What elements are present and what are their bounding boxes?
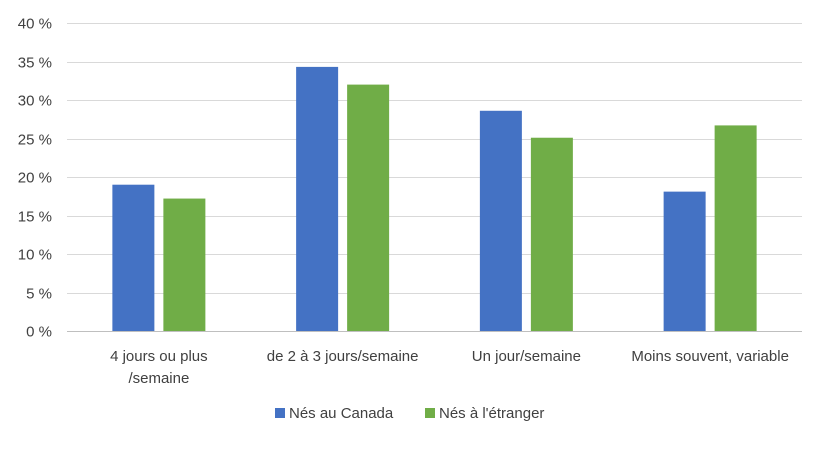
y-axis-tick-labels: 0 % 5 % 10 % 15 % 20 % 25 % 30 % 35 % 40 % [18, 16, 52, 341]
legend-swatch [275, 408, 285, 418]
y-tick-label: 15 % [18, 209, 52, 226]
x-category-label: /semaine [128, 370, 189, 387]
y-tick-label: 25 % [18, 132, 52, 149]
bar-etranger-3 [714, 125, 757, 331]
legend-label: Nés à l'étranger [439, 405, 544, 422]
bar-canada-0 [112, 184, 155, 331]
y-tick-label: 20 % [18, 170, 52, 187]
legend-label: Nés au Canada [289, 405, 394, 422]
legend-swatch [425, 408, 435, 418]
y-tick-label: 40 % [18, 16, 52, 33]
x-category-label: Un jour/semaine [472, 348, 581, 365]
bar-canada-2 [479, 110, 522, 331]
x-category-label: 4 jours ou plus [110, 348, 208, 365]
bar-etranger-2 [530, 137, 573, 331]
x-category-label: Moins souvent, variable [631, 348, 789, 365]
x-category-label: de 2 à 3 jours/semaine [267, 348, 419, 365]
y-tick-label: 30 % [18, 93, 52, 110]
y-tick-label: 5 % [26, 286, 52, 303]
y-tick-label: 10 % [18, 247, 52, 264]
legend: Nés au Canada Nés à l'étranger [275, 405, 544, 422]
bars [112, 66, 757, 331]
x-axis: 4 jours ou plus/semaine de 2 à 3 jours/se… [67, 331, 802, 387]
bar-etranger-1 [347, 84, 390, 331]
bar-etranger-0 [163, 198, 206, 331]
bar-canada-3 [663, 191, 706, 331]
y-tick-label: 35 % [18, 55, 52, 72]
bar-canada-1 [296, 66, 339, 331]
y-tick-label: 0 % [26, 324, 52, 341]
